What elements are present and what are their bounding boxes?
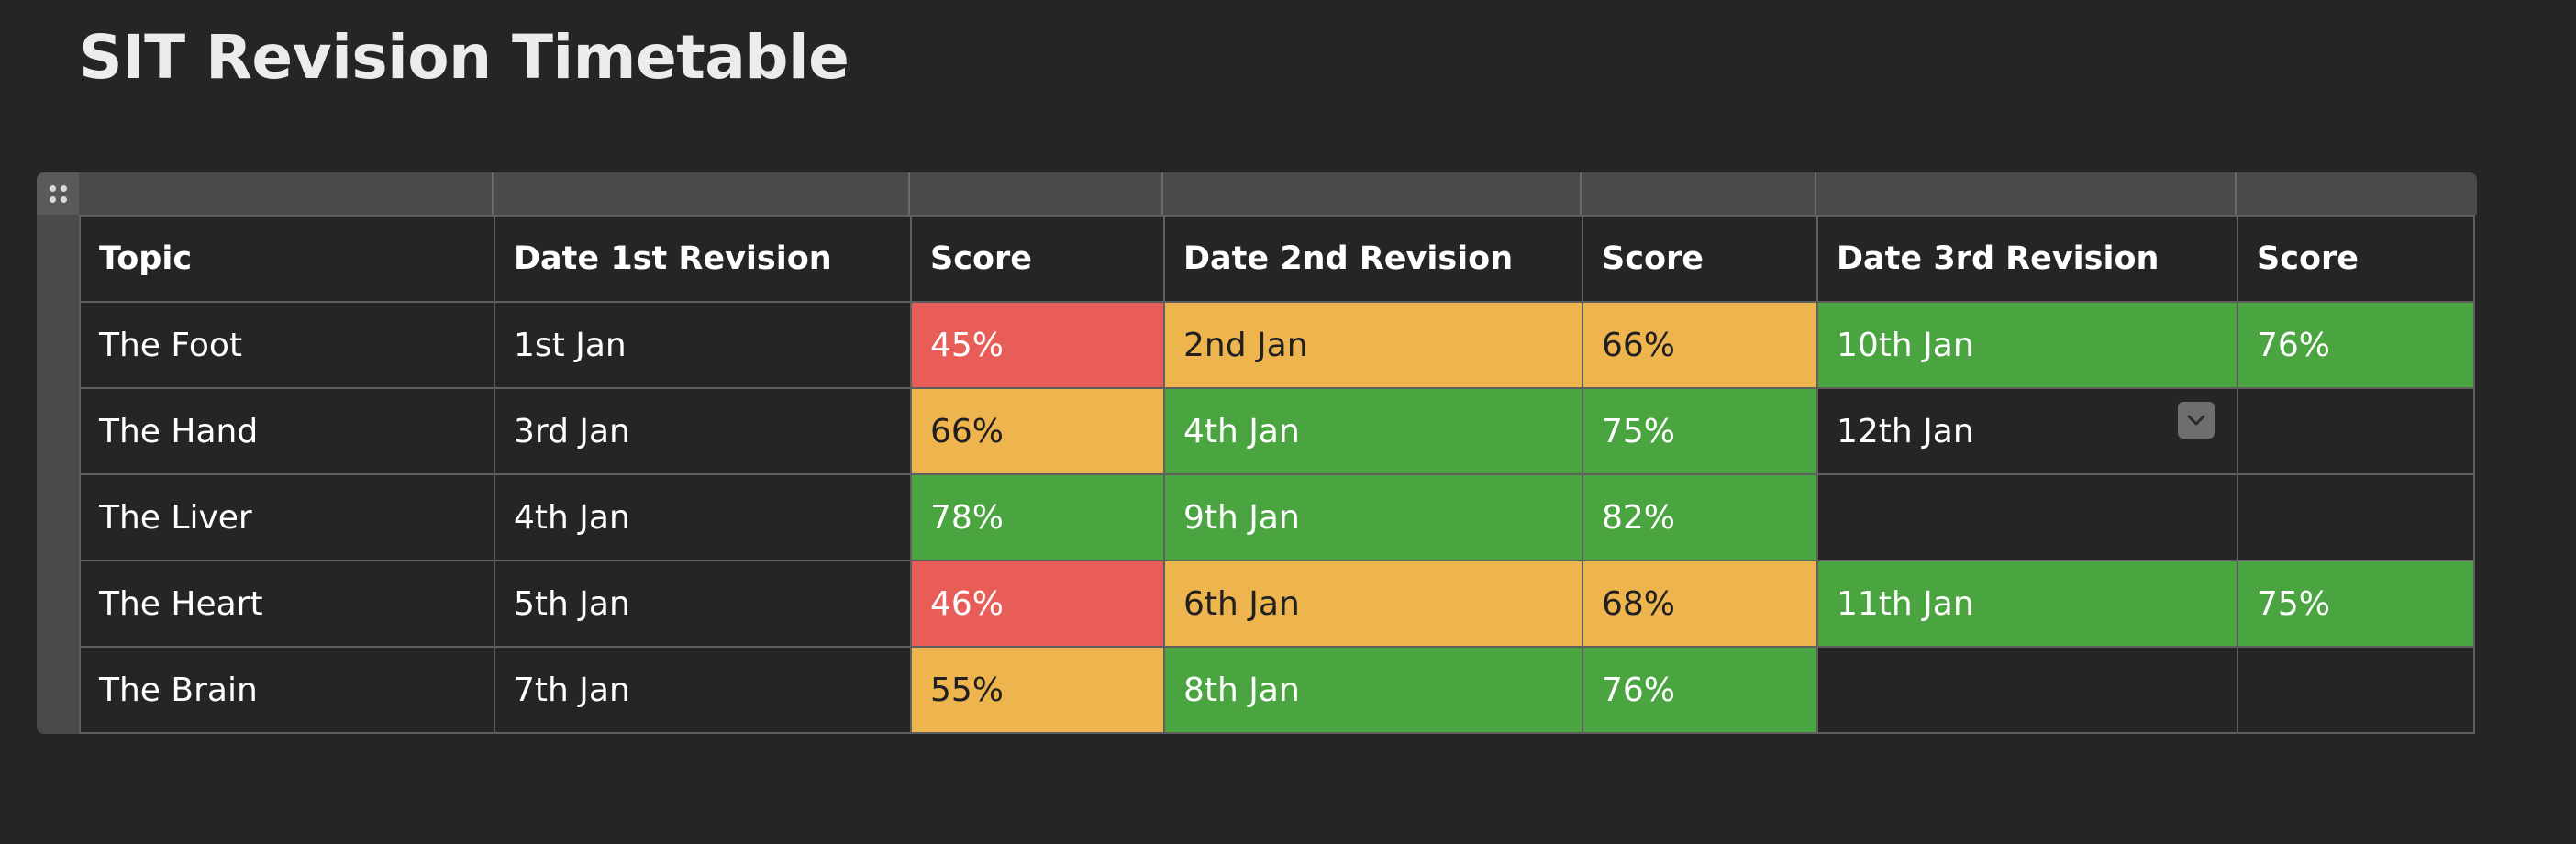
- cell-text: 66%: [930, 412, 1005, 450]
- cell-text: 12th Jan: [1837, 412, 1974, 450]
- table-cell[interactable]: 4th Jan: [494, 473, 912, 561]
- column-handle-divider[interactable]: [2235, 172, 2237, 215]
- cell-text: 66%: [1602, 326, 1676, 364]
- table-cell[interactable]: 12th Jan: [1816, 387, 2238, 475]
- column-header[interactable]: Score: [910, 215, 1165, 303]
- table-row: The Foot 1st Jan 45% 2nd Jan 66% 10th Jan 76%: [79, 301, 2475, 389]
- page-title: SIT Revision Timetable: [79, 22, 849, 93]
- table-cell[interactable]: [1816, 646, 2238, 734]
- table-header-row: Topic Date 1st Revision Score Date 2nd Revi…: [79, 215, 2475, 303]
- cell-text: 1st Jan: [514, 326, 627, 364]
- table-cell[interactable]: 82%: [1582, 473, 1818, 561]
- cell-text: 46%: [930, 584, 1005, 623]
- table-cell[interactable]: 75%: [1582, 387, 1818, 475]
- table-row: The Brain 7th Jan 55% 8th Jan 76%: [79, 646, 2475, 734]
- table-cell[interactable]: [2237, 387, 2475, 475]
- table-cell[interactable]: [2237, 473, 2475, 561]
- column-handle-divider[interactable]: [1815, 172, 1816, 215]
- cell-text: 9th Jan: [1183, 498, 1300, 537]
- drag-handle-icon[interactable]: [37, 172, 79, 215]
- topic-cell[interactable]: The Brain: [79, 646, 495, 734]
- revision-table: Topic Date 1st Revision Score Date 2nd Revi…: [79, 215, 2475, 734]
- cell-text: 68%: [1602, 584, 1676, 623]
- cell-text: 45%: [930, 326, 1005, 364]
- cell-text: 5th Jan: [514, 584, 630, 623]
- column-header[interactable]: Date 1st Revision: [494, 215, 912, 303]
- chevron-down-icon[interactable]: [2178, 402, 2215, 439]
- cell-text: 2nd Jan: [1183, 326, 1308, 364]
- cell-text: 55%: [930, 671, 1005, 709]
- column-handle-divider[interactable]: [1161, 172, 1163, 215]
- cell-text: 82%: [1602, 498, 1676, 537]
- cell-text: 11th Jan: [1837, 584, 1974, 623]
- table-cell[interactable]: 3rd Jan: [494, 387, 912, 475]
- cell-text: 8th Jan: [1183, 671, 1300, 709]
- topic-cell[interactable]: The Hand: [79, 387, 495, 475]
- table-row: The Hand 3rd Jan 66% 4th Jan 75% 12th Jan: [79, 387, 2475, 475]
- table-cell[interactable]: 55%: [910, 646, 1165, 734]
- cell-text: The Liver: [99, 498, 252, 537]
- table-cell[interactable]: 75%: [2237, 560, 2475, 648]
- topic-cell[interactable]: The Foot: [79, 301, 495, 389]
- column-header[interactable]: Score: [2237, 215, 2475, 303]
- cell-text: 7th Jan: [514, 671, 630, 709]
- cell-text: 3rd Jan: [514, 412, 630, 450]
- table-cell[interactable]: 76%: [2237, 301, 2475, 389]
- cell-text: 10th Jan: [1837, 326, 1974, 364]
- cell-text: The Brain: [99, 671, 258, 709]
- column-header[interactable]: Score: [1582, 215, 1818, 303]
- table-cell[interactable]: 5th Jan: [494, 560, 912, 648]
- cell-text: 78%: [930, 498, 1005, 537]
- column-header[interactable]: Topic: [79, 215, 495, 303]
- table-cell[interactable]: 4th Jan: [1163, 387, 1583, 475]
- cell-text: 6th Jan: [1183, 584, 1300, 623]
- column-handle-divider[interactable]: [492, 172, 494, 215]
- table-cell[interactable]: 68%: [1582, 560, 1818, 648]
- table-row: The Liver 4th Jan 78% 9th Jan 82%: [79, 473, 2475, 561]
- table-cell[interactable]: 66%: [1582, 301, 1818, 389]
- table-row: The Heart 5th Jan 46% 6th Jan 68% 11th Jan 75%: [79, 560, 2475, 648]
- table-cell[interactable]: 9th Jan: [1163, 473, 1583, 561]
- row-header-strip: [37, 172, 79, 734]
- table-cell[interactable]: 66%: [910, 387, 1165, 475]
- column-header[interactable]: Date 2nd Revision: [1163, 215, 1583, 303]
- cell-text: The Foot: [99, 326, 242, 364]
- table-cell[interactable]: 11th Jan: [1816, 560, 2238, 648]
- table-cell[interactable]: 76%: [1582, 646, 1818, 734]
- cell-text: The Hand: [99, 412, 259, 450]
- table-cell[interactable]: 45%: [910, 301, 1165, 389]
- topic-cell[interactable]: The Heart: [79, 560, 495, 648]
- table-cell[interactable]: [1816, 473, 2238, 561]
- column-header-strip: [37, 172, 2477, 215]
- table-cell[interactable]: 2nd Jan: [1163, 301, 1583, 389]
- table-cell[interactable]: 8th Jan: [1163, 646, 1583, 734]
- table-cell[interactable]: 46%: [910, 560, 1165, 648]
- cell-text: 4th Jan: [514, 498, 630, 537]
- table-body: The Foot 1st Jan 45% 2nd Jan 66% 10th Jan 76% T…: [79, 301, 2475, 734]
- cell-text: 75%: [2257, 584, 2331, 623]
- cell-text: 76%: [2257, 326, 2331, 364]
- table-cell[interactable]: 1st Jan: [494, 301, 912, 389]
- cell-text: 76%: [1602, 671, 1676, 709]
- table-cell[interactable]: [2237, 646, 2475, 734]
- column-handle-divider[interactable]: [1580, 172, 1582, 215]
- table-cell[interactable]: 10th Jan: [1816, 301, 2238, 389]
- cell-text: 4th Jan: [1183, 412, 1300, 450]
- table-cell[interactable]: 78%: [910, 473, 1165, 561]
- table-cell[interactable]: 7th Jan: [494, 646, 912, 734]
- revision-table-block: Topic Date 1st Revision Score Date 2nd Revi…: [37, 172, 2477, 734]
- table-cell[interactable]: 6th Jan: [1163, 560, 1583, 648]
- cell-text: 75%: [1602, 412, 1676, 450]
- column-header[interactable]: Date 3rd Revision: [1816, 215, 2238, 303]
- topic-cell[interactable]: The Liver: [79, 473, 495, 561]
- cell-text: The Heart: [99, 584, 263, 623]
- column-handle-divider[interactable]: [908, 172, 910, 215]
